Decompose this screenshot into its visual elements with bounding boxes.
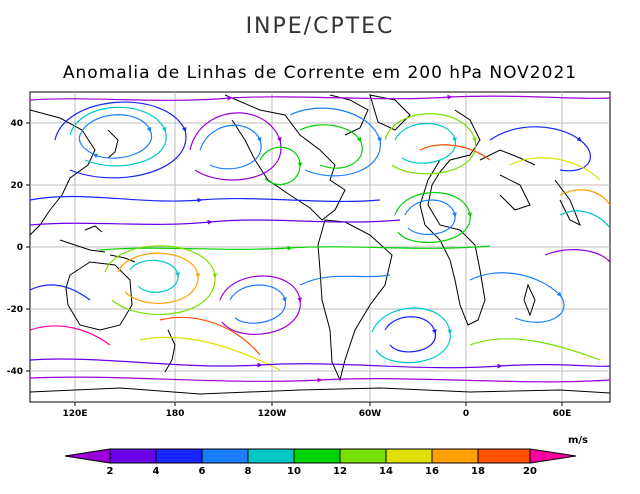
colorbar-segment (201, 448, 249, 464)
colorbar-label: 16 (425, 466, 439, 477)
x-tick-label: 60E (553, 409, 572, 419)
x-tick-label: 120W (258, 409, 287, 419)
colorbar-label: 14 (379, 466, 393, 477)
colorbar-label: 2 (107, 466, 114, 477)
colorbar (64, 448, 577, 464)
y-tick-label: 20 (10, 181, 23, 191)
y-tick-label: -20 (7, 305, 23, 315)
colorbar-unit: m/s (568, 435, 588, 446)
colorbar-segment (529, 448, 577, 464)
y-tick-label: 0 (17, 243, 23, 253)
colorbar-segment (109, 448, 157, 464)
y-tick-label: -40 (7, 367, 23, 377)
colorbar-segment (477, 448, 531, 464)
colorbar-label: 6 (199, 466, 206, 477)
x-tick-label: 120E (63, 409, 88, 419)
x-tick-label: 60W (359, 409, 382, 419)
x-tick-label: 180 (166, 409, 185, 419)
colorbar-segment (247, 448, 295, 464)
axis-ticks (26, 122, 563, 406)
colorbar-label: 20 (523, 466, 537, 477)
colorbar-segment (385, 448, 433, 464)
colorbar-label: 10 (287, 466, 301, 477)
colorbar-label: 12 (333, 466, 347, 477)
colorbar-label: 18 (471, 466, 485, 477)
colorbar-segment (64, 448, 111, 464)
colorbar-label: 8 (245, 466, 252, 477)
colorbar-segment (155, 448, 203, 464)
colorbar-segment (293, 448, 341, 464)
colorbar-label: 4 (153, 466, 160, 477)
chart-title: Anomalia de Linhas de Corrente em 200 hP… (62, 63, 578, 83)
institution-title: INPE/CPTEC (245, 14, 395, 39)
x-tick-label: 0 (463, 409, 469, 419)
colorbar-segment (431, 448, 479, 464)
y-tick-label: 40 (10, 119, 23, 129)
colorbar-segment (339, 448, 387, 464)
streamlines (30, 94, 610, 383)
